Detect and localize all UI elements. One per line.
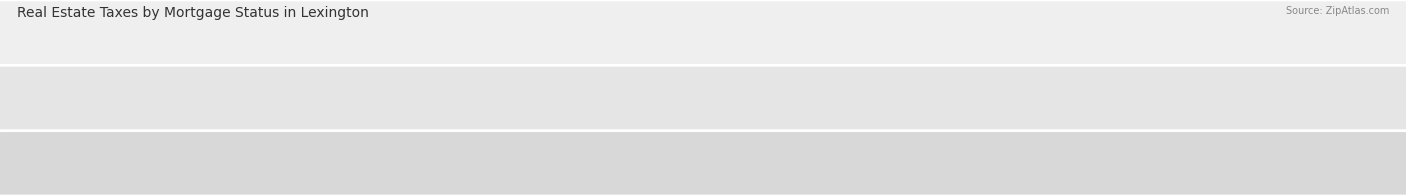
Text: 37.2%: 37.2% <box>413 93 453 103</box>
Text: 6.5%: 6.5% <box>807 93 835 103</box>
Text: 0.0%: 0.0% <box>717 56 745 66</box>
Bar <box>190 87 703 109</box>
Text: $800 to $1,499: $800 to $1,499 <box>668 128 738 141</box>
Text: Less than $800: Less than $800 <box>657 56 749 66</box>
Text: $800 to $1,499: $800 to $1,499 <box>668 92 738 104</box>
Text: 14.5%: 14.5% <box>454 56 489 66</box>
Bar <box>56 123 703 146</box>
Bar <box>703 87 793 109</box>
Text: Source: ZipAtlas.com: Source: ZipAtlas.com <box>1285 6 1389 16</box>
Bar <box>503 50 703 73</box>
Text: 43.4%: 43.4% <box>997 130 1035 140</box>
Text: 46.9%: 46.9% <box>347 130 385 140</box>
Bar <box>703 123 1301 146</box>
Text: Real Estate Taxes by Mortgage Status in Lexington: Real Estate Taxes by Mortgage Status in … <box>17 6 368 20</box>
